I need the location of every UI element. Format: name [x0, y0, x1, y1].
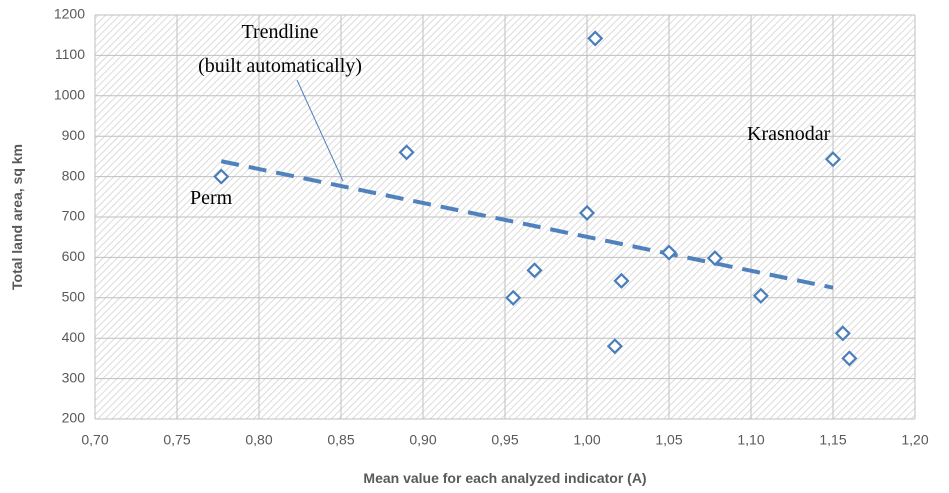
point: [578, 204, 596, 222]
point: [613, 272, 630, 289]
point: [213, 168, 230, 185]
annotation: Perm: [190, 187, 233, 209]
y-tick-label: 600: [62, 248, 86, 264]
y-tick-label: 700: [62, 208, 86, 224]
point: [841, 350, 858, 367]
point: [505, 289, 522, 306]
x-tick-label: 0,70: [81, 432, 108, 448]
x-tick-label: 0,95: [491, 432, 518, 448]
point: [587, 30, 604, 47]
annotation: (built automatically): [198, 55, 362, 77]
x-tick-label: 0,85: [327, 432, 354, 448]
point: [660, 244, 678, 261]
y-tick-label: 1100: [55, 46, 85, 62]
y-axis-title: Total land area, sq km: [9, 144, 25, 290]
point: [398, 144, 415, 161]
x-tick-label: 1,20: [901, 432, 928, 448]
trendline: [220, 159, 834, 290]
y-tick-label: 200: [62, 410, 86, 426]
x-tick-label: 1,10: [737, 432, 764, 448]
x-tick-label: 0,80: [245, 432, 272, 448]
point: [834, 325, 851, 342]
point: [606, 338, 623, 355]
x-tick-label: 0,75: [163, 432, 190, 448]
y-tick-label: 900: [62, 127, 86, 143]
y-tick-label: 400: [62, 329, 86, 345]
point: [706, 250, 723, 267]
x-tick-label: 0,90: [409, 432, 436, 448]
point: [526, 262, 543, 279]
y-tick-label: 1000: [54, 87, 85, 103]
annotation-arrow: [296, 79, 344, 182]
point: [752, 287, 769, 304]
point: [824, 151, 842, 168]
annotation: Trendline: [241, 21, 318, 43]
y-tick-label: 1200: [54, 6, 85, 22]
x-tick-label: 1,05: [655, 432, 682, 448]
y-tick-label: 300: [62, 369, 86, 385]
x-axis-title: Mean value for each analyzed indicator (…: [363, 470, 646, 486]
x-tick-label: 1,15: [819, 432, 846, 448]
y-tick-label: 500: [62, 289, 86, 305]
x-tick-label: 1,00: [573, 432, 600, 448]
y-tick-label: 800: [62, 167, 86, 183]
annotation: Krasnodar: [747, 123, 831, 145]
